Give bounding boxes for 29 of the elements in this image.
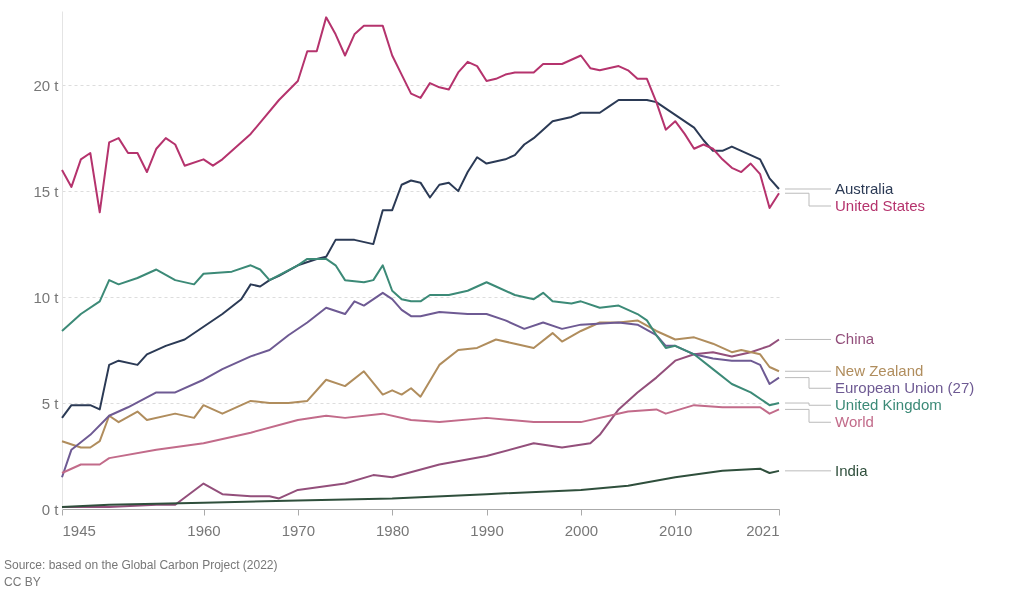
text: European Union (27) (835, 379, 975, 397)
line-series (61, 319, 780, 449)
y-tick-label: 0 t (41, 500, 60, 518)
text: New Zealand (835, 362, 924, 380)
line-series (61, 99, 780, 419)
y-tick-label: 20 t (33, 76, 60, 94)
text: World (835, 413, 874, 431)
x-tick-label: 2000 (564, 521, 599, 539)
x-tick-label: 1945 (62, 521, 96, 539)
line-series (61, 16, 780, 214)
line-series (61, 404, 780, 474)
x-tick-label: 2010 (659, 521, 693, 539)
x-tick-label: 1990 (470, 521, 504, 539)
text: India (835, 461, 869, 479)
line-series (61, 257, 780, 407)
x-tick-label: 1980 (376, 521, 410, 539)
text: CC BY (4, 574, 42, 591)
x-tick-label: 1970 (281, 521, 316, 539)
text: United States (835, 197, 926, 215)
y-tick-label: 5 t (41, 394, 60, 412)
text: Australia (835, 180, 895, 198)
y-tick-label: 15 t (33, 182, 60, 200)
y-tick-label: 10 t (33, 288, 60, 306)
line-series (61, 291, 780, 479)
text: China (835, 330, 875, 348)
source-note: Source: based on the Global Carbon Project (2022) (4, 557, 279, 574)
x-tick-label: 1960 (187, 521, 221, 539)
text: United Kingdom (835, 396, 942, 414)
x-tick-label: 2021 (746, 521, 780, 539)
